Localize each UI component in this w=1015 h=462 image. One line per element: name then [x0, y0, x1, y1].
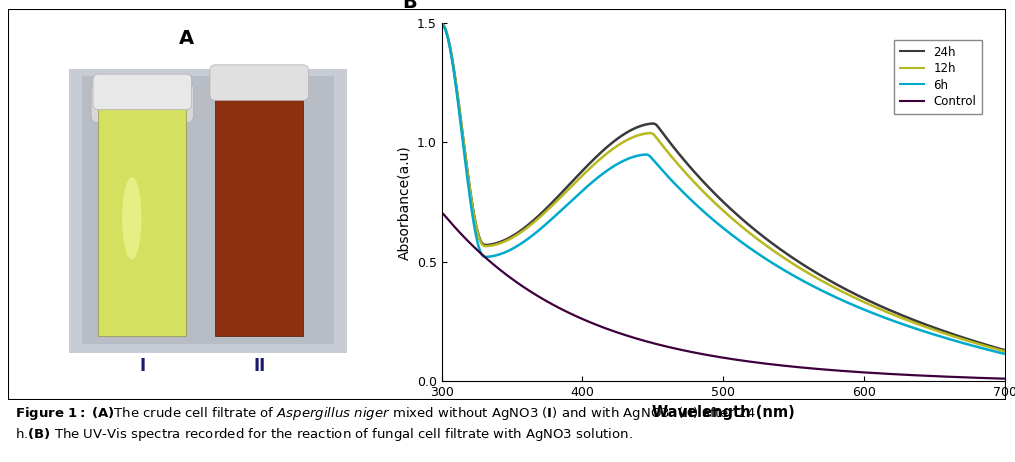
- 24h: [999, 347, 1011, 353]
- Ellipse shape: [122, 177, 141, 260]
- Text: II: II: [253, 357, 265, 375]
- Text: A: A: [179, 29, 194, 48]
- Control: [435, 210, 448, 216]
- 6h: [875, 313, 887, 319]
- Line: 6h: 6h: [442, 24, 1005, 354]
- 6h: [822, 291, 834, 297]
- Line: 24h: 24h: [442, 24, 1005, 350]
- Text: $\mathbf{Figure\ 1:\ (A)}$The crude cell filtrate of $\mathit{Aspergillus\ niger: $\mathbf{Figure\ 1:\ (A)}$The crude cell…: [15, 405, 756, 444]
- 6h: [683, 196, 695, 201]
- 6h: [435, 21, 448, 27]
- 6h: [885, 317, 897, 323]
- 24h: [875, 304, 887, 309]
- 12h: [875, 307, 887, 312]
- 12h: [885, 311, 897, 316]
- Control: [822, 367, 834, 373]
- 24h: [683, 164, 695, 169]
- Control: [999, 376, 1011, 382]
- FancyBboxPatch shape: [210, 65, 309, 100]
- 24h: [822, 277, 834, 283]
- 24h: [435, 21, 448, 27]
- Text: I: I: [139, 357, 145, 375]
- Line: Control: Control: [442, 213, 1005, 379]
- FancyBboxPatch shape: [91, 82, 194, 123]
- Control: [875, 371, 887, 376]
- Bar: [215, 91, 303, 336]
- Control: [683, 349, 695, 354]
- 6h: [999, 351, 1011, 357]
- 12h: [683, 175, 695, 180]
- 24h: [493, 240, 505, 245]
- 12h: [822, 282, 834, 287]
- Bar: [98, 100, 186, 336]
- Control: [885, 371, 897, 377]
- Y-axis label: Absorbance(a.u): Absorbance(a.u): [397, 145, 411, 260]
- 12h: [999, 348, 1011, 354]
- Bar: [69, 68, 347, 353]
- 24h: [663, 139, 675, 145]
- 12h: [493, 241, 505, 246]
- 6h: [493, 252, 505, 257]
- Bar: [82, 76, 334, 344]
- Line: 12h: 12h: [442, 24, 1005, 351]
- Text: B: B: [402, 0, 417, 12]
- Control: [663, 344, 675, 350]
- X-axis label: Wavelength (nm): Wavelength (nm): [652, 405, 795, 419]
- 12h: [663, 151, 675, 157]
- 24h: [885, 308, 897, 313]
- Control: [493, 266, 505, 272]
- FancyBboxPatch shape: [93, 74, 192, 109]
- 12h: [435, 21, 448, 27]
- 6h: [663, 175, 675, 181]
- Legend: 24h, 12h, 6h, Control: 24h, 12h, 6h, Control: [894, 40, 983, 114]
